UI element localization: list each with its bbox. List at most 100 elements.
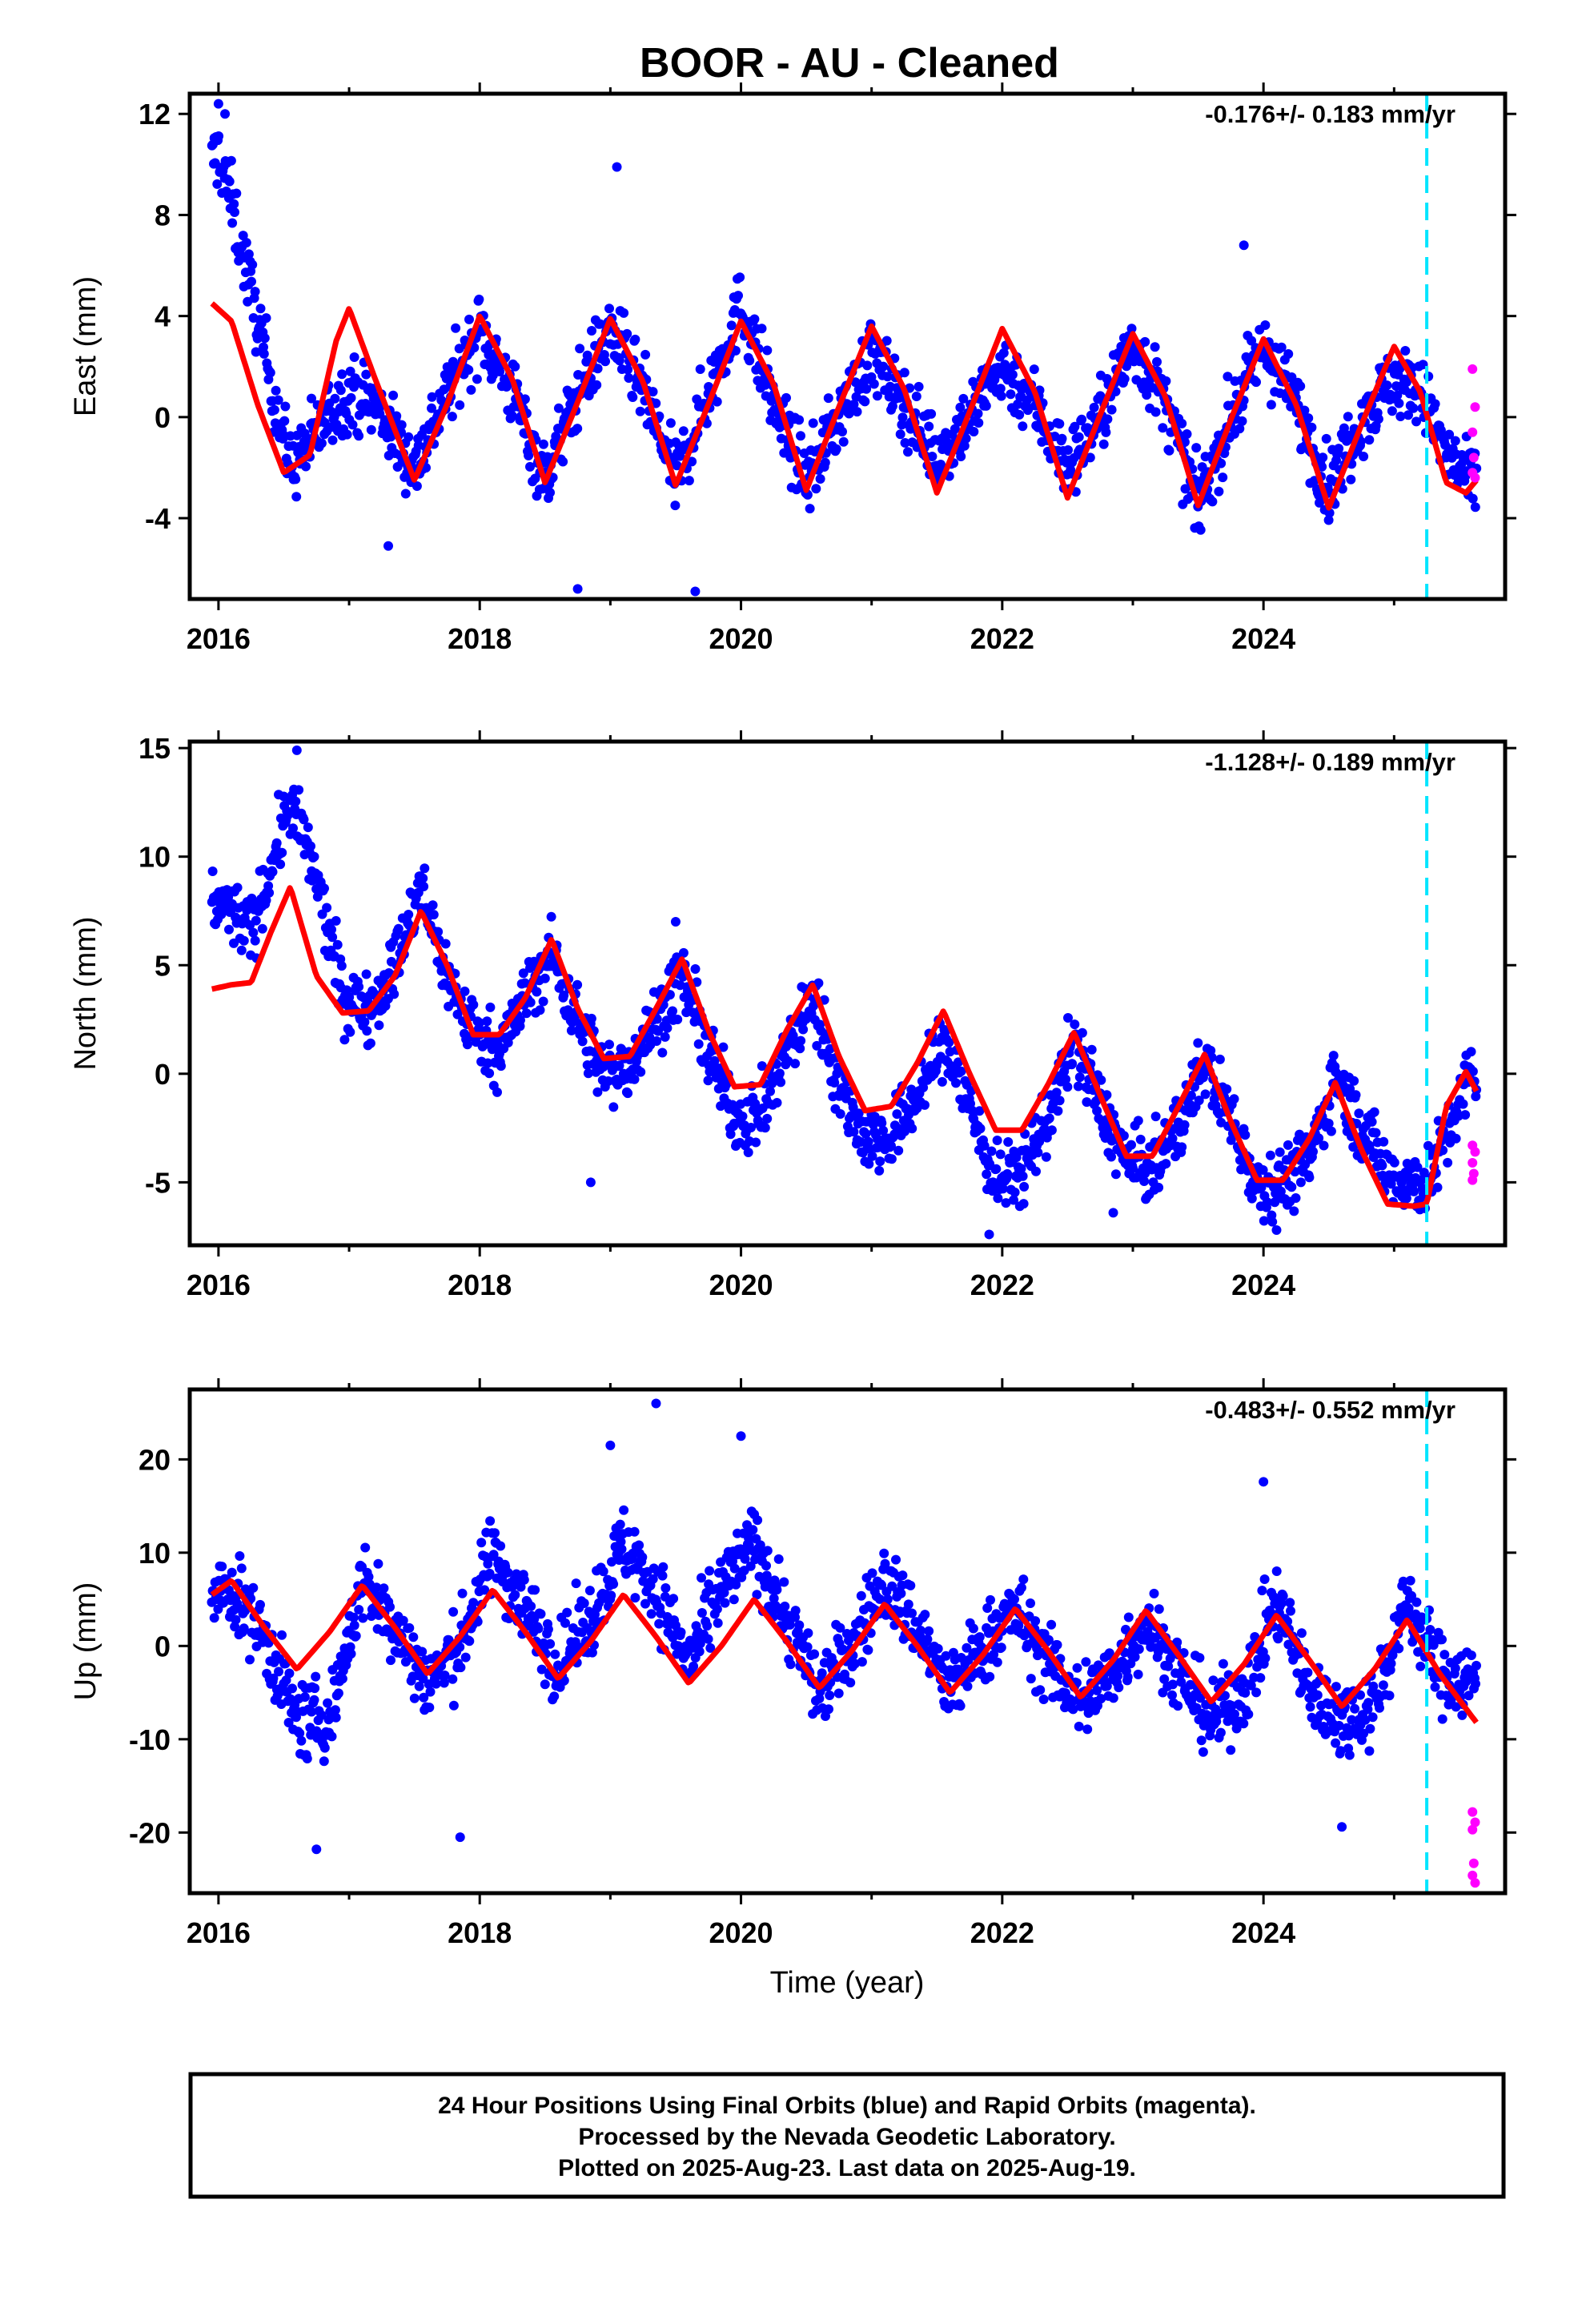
final-orbit-point: [616, 1544, 627, 1554]
final-orbit-point: [712, 396, 722, 407]
final-orbit-point: [629, 1074, 640, 1084]
y-tick-label: 20: [139, 1443, 171, 1476]
final-orbit-point: [867, 1151, 877, 1161]
final-orbit-point: [464, 1636, 475, 1647]
final-orbit-point: [1430, 399, 1440, 409]
final-orbit-point: [745, 356, 755, 366]
final-orbit-point: [1195, 1693, 1206, 1703]
final-orbit-outlier-point: [291, 745, 302, 755]
final-orbit-point: [1018, 421, 1028, 432]
final-orbit-point: [881, 336, 892, 346]
final-orbit-point: [374, 1020, 384, 1031]
final-orbit-point: [882, 1594, 893, 1605]
final-orbit-point: [366, 424, 376, 435]
final-orbit-point: [1161, 376, 1171, 386]
final-orbit-point: [712, 1604, 722, 1614]
final-orbit-point: [344, 992, 355, 1003]
final-orbit-point: [1444, 429, 1455, 440]
final-orbit-point: [309, 851, 319, 862]
final-orbit-point: [1267, 1216, 1278, 1227]
final-orbit-point: [1140, 336, 1150, 347]
final-orbit-point: [455, 400, 465, 410]
rapid-orbit-point: [1470, 472, 1480, 483]
final-orbit-point: [1354, 1108, 1364, 1119]
final-orbit-point: [897, 420, 907, 430]
final-orbit-point: [1398, 1576, 1408, 1586]
final-orbit-point: [484, 1068, 495, 1079]
y-axis-label: East (mm): [69, 276, 102, 416]
rapid-orbit-point: [1470, 1147, 1480, 1157]
final-orbit-point: [1334, 1720, 1344, 1731]
final-orbit-point: [1305, 1702, 1315, 1712]
final-orbit-point: [600, 356, 610, 367]
final-orbit-point: [755, 1540, 765, 1550]
final-orbit-point: [735, 272, 745, 283]
final-orbit-point: [1051, 1088, 1062, 1098]
final-orbit-point: [820, 457, 830, 468]
plot-frame: [187, 91, 1508, 601]
final-orbit-point: [992, 1136, 1002, 1145]
final-orbit-point: [903, 447, 913, 457]
final-orbit-point: [1081, 1657, 1091, 1667]
final-orbit-point: [301, 432, 311, 443]
final-orbit-point: [845, 1678, 856, 1688]
final-orbit-point: [540, 973, 550, 983]
final-orbit-point: [1411, 416, 1421, 427]
final-orbit-point: [332, 939, 343, 950]
final-orbit-point: [466, 384, 476, 395]
final-orbit-point: [678, 947, 689, 958]
final-orbit-outlier-point: [1337, 1822, 1347, 1832]
final-orbit-point: [439, 1678, 449, 1688]
final-orbit-point: [1260, 1653, 1271, 1663]
final-orbit-point: [1038, 1695, 1049, 1704]
final-orbit-point: [1303, 413, 1314, 424]
final-orbit-point: [1041, 1152, 1051, 1162]
final-orbit-point: [637, 1552, 648, 1562]
final-orbit-point: [1262, 1197, 1272, 1208]
final-orbit-point: [361, 369, 371, 380]
final-orbit-point: [899, 368, 909, 378]
final-orbit-point: [761, 1561, 771, 1571]
final-orbit-point: [428, 910, 439, 920]
final-orbit-point: [1068, 1704, 1078, 1715]
final-orbit-point: [798, 1024, 809, 1035]
final-orbit-point: [900, 438, 910, 448]
final-orbit-point: [1030, 1616, 1041, 1626]
final-orbit-point: [1375, 1703, 1384, 1713]
final-orbit-point: [913, 381, 924, 392]
final-orbit-point: [1110, 1169, 1121, 1180]
final-orbit-point: [404, 910, 414, 919]
final-orbit-point: [975, 1124, 986, 1134]
final-orbit-point: [1304, 1172, 1315, 1183]
final-orbit-point: [1074, 1721, 1084, 1731]
final-orbit-point: [354, 1605, 364, 1614]
final-orbit-point: [974, 418, 984, 428]
final-orbit-point: [1218, 472, 1228, 483]
final-orbit-point: [1194, 1096, 1204, 1106]
final-orbit-point: [1394, 398, 1404, 408]
final-orbit-point: [874, 1165, 885, 1176]
final-orbit-point: [689, 1661, 699, 1671]
final-orbit-point: [274, 1667, 283, 1677]
final-orbit-point: [1130, 1652, 1140, 1662]
final-orbit-point: [417, 1647, 428, 1657]
final-orbit-point: [1134, 1644, 1144, 1655]
final-orbit-point: [1387, 1650, 1398, 1660]
final-orbit-point: [974, 1106, 985, 1116]
final-orbit-point: [349, 352, 359, 362]
final-orbit-point: [448, 1700, 459, 1711]
final-orbit-outlier-point: [1108, 1208, 1118, 1218]
final-orbit-point: [837, 427, 847, 436]
final-orbit-point: [302, 1754, 312, 1763]
final-orbit-point: [319, 1743, 330, 1753]
final-orbit-point: [484, 1568, 495, 1578]
final-orbit-point: [1394, 1643, 1404, 1654]
final-orbit-point: [1369, 1107, 1379, 1117]
x-tick-label: 2020: [709, 622, 773, 655]
final-orbit-point: [849, 400, 859, 409]
final-orbit-point: [1343, 1731, 1354, 1741]
final-orbit-point: [1026, 1598, 1035, 1608]
final-orbit-point: [1177, 418, 1187, 428]
final-orbit-point: [954, 1057, 963, 1068]
final-orbit-point: [1054, 419, 1065, 429]
